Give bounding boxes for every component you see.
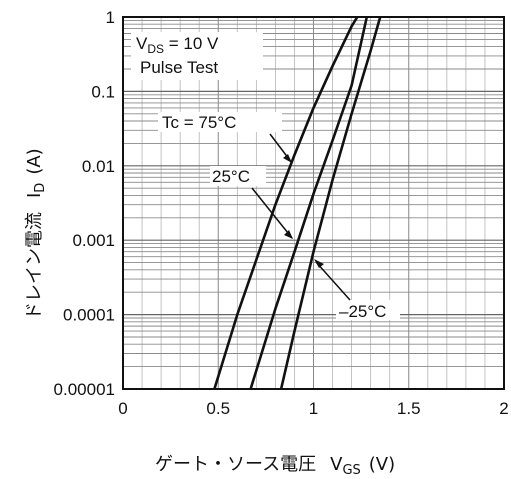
series-line-1 [251, 17, 367, 389]
arrow-minus25 [316, 262, 350, 300]
series-label-25: 25°C [212, 167, 250, 186]
pulse-test-label: Pulse Test [140, 58, 218, 77]
y-tick-label: 0.1 [91, 82, 115, 101]
series-label-minus25: –25°C [339, 302, 386, 321]
x-tick-label: 1 [309, 399, 318, 418]
y-axis-label: ドレイン電流ID(A) [24, 148, 48, 320]
x-axis-label: ゲート・ソース電圧 VGS (V) [155, 454, 395, 478]
x-tick-label: 1.5 [397, 399, 421, 418]
x-tick-label: 2 [499, 399, 508, 418]
arrowhead-75 [283, 154, 292, 163]
arrowhead-minus25 [314, 259, 324, 268]
arrowhead-25 [284, 230, 293, 239]
series-label-75: Tc = 75°C [162, 113, 236, 132]
y-tick-label: 0.01 [82, 157, 115, 176]
y-tick-label: 0.00001 [54, 380, 115, 399]
y-tick-label: 0.001 [72, 231, 115, 250]
x-tick-label: 0 [118, 399, 127, 418]
x-tick-label: 0.5 [206, 399, 230, 418]
y-tick-label: 0.0001 [63, 306, 115, 325]
y-tick-label: 1 [106, 8, 115, 27]
tick-labels: 0 0.5 1 1.5 2 0.00001 0.0001 0.001 0.01 0.1 1 [54, 8, 509, 418]
